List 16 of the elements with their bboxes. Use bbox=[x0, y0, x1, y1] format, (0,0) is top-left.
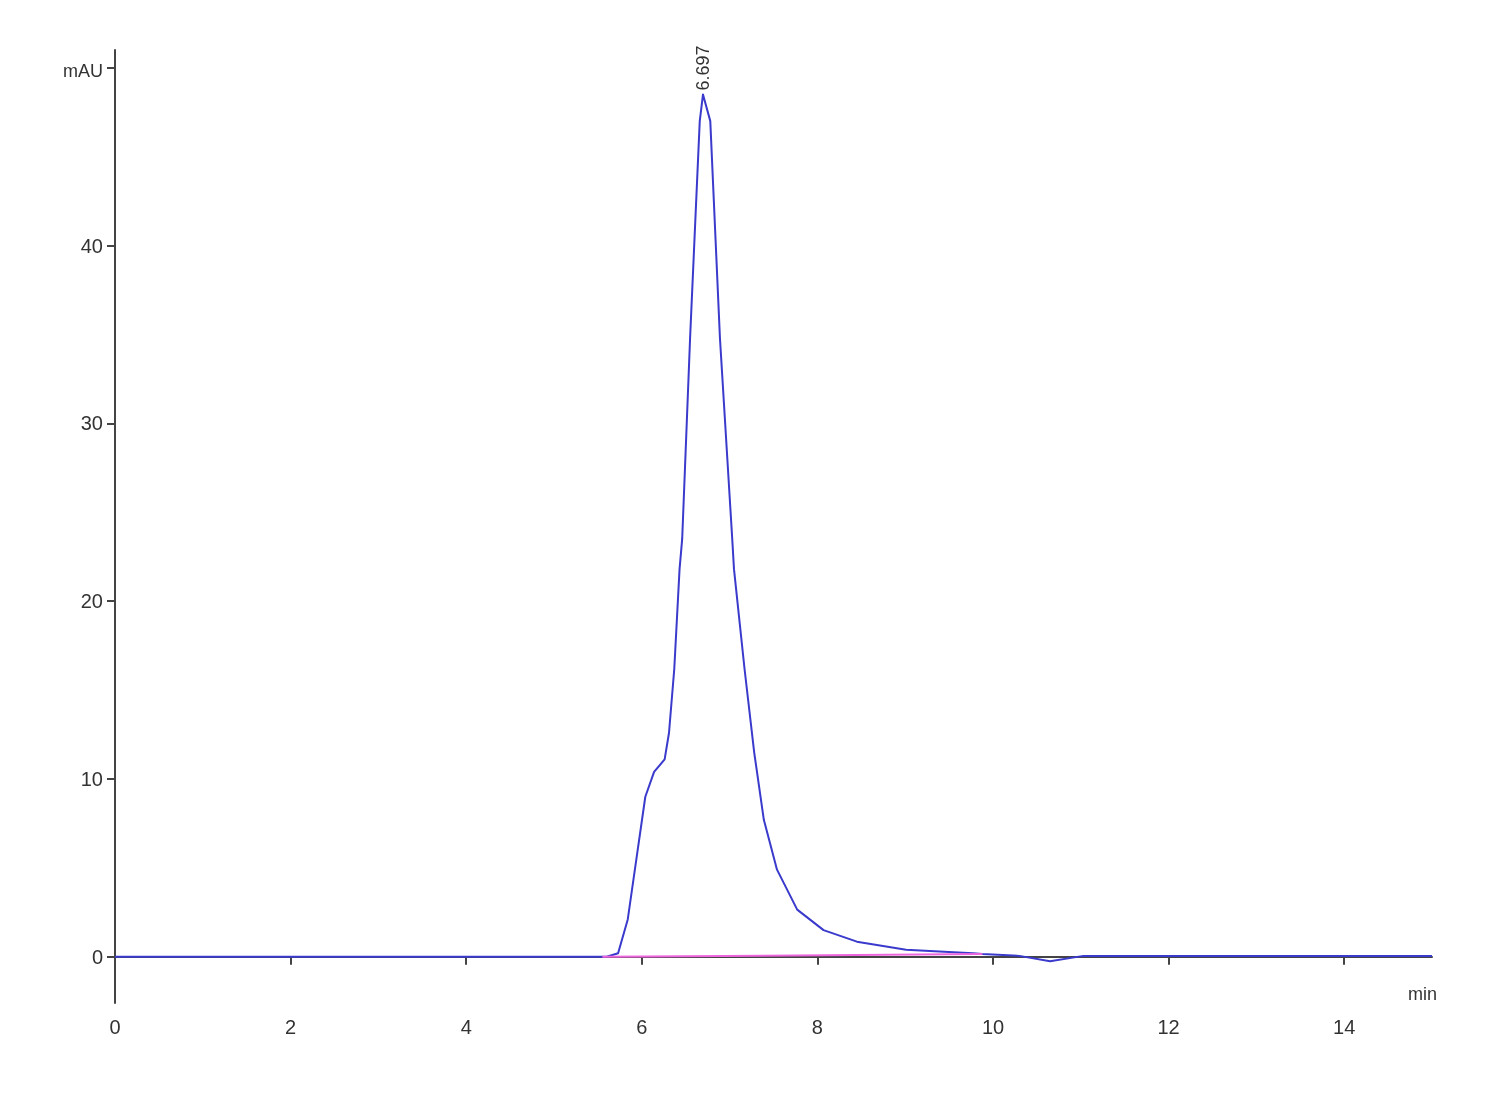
x-tick-label: 12 bbox=[1157, 1016, 1180, 1038]
x-tick-label: 6 bbox=[636, 1016, 648, 1038]
x-tick-label: 10 bbox=[981, 1016, 1005, 1038]
y-axis-title: mAU bbox=[63, 61, 103, 81]
y-tick-label: 20 bbox=[80, 590, 103, 613]
x-tick-label: 2 bbox=[285, 1016, 297, 1038]
x-tick-label: 14 bbox=[1333, 1016, 1356, 1038]
y-tick-label: 10 bbox=[80, 767, 103, 790]
x-tick-label: 0 bbox=[109, 1016, 121, 1038]
x-tick-label: 4 bbox=[460, 1016, 472, 1038]
x-tick-label: 8 bbox=[811, 1016, 823, 1038]
annotation: 6.697 bbox=[693, 45, 713, 91]
y-tick-label: 30 bbox=[80, 412, 103, 435]
y-tick-label: 0 bbox=[91, 945, 103, 968]
x-axis-title: min bbox=[1408, 983, 1438, 1004]
y-tick-label: 40 bbox=[80, 234, 103, 257]
